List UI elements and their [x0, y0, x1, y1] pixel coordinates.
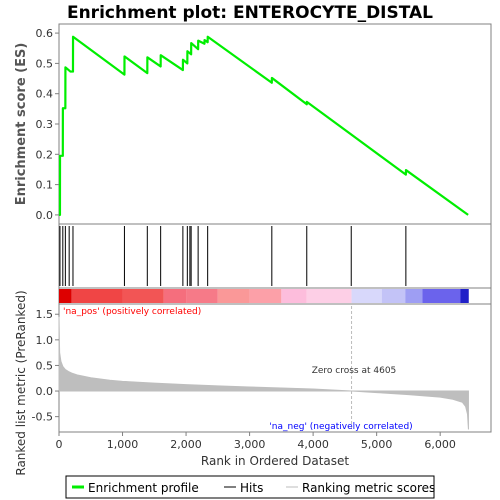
x-axis: 0 1,000 2,000 3,000 4,000 5,000 6,000	[56, 432, 456, 451]
x-tick-label-5: 5,000	[361, 438, 393, 451]
metric-tick-label-3: 1.0	[36, 334, 54, 347]
metric-tick-label-2: 0.5	[36, 359, 54, 372]
x-tick-label-0: 0	[56, 438, 63, 451]
es-axis: 0.0 0.1 0.2 0.3 0.4 0.5 0.6	[36, 27, 59, 222]
x-tick-label-4: 4,000	[297, 438, 329, 451]
hits-panel	[58, 223, 492, 289]
legend-es-label: Enrichment profile	[88, 481, 199, 495]
neg-annotation: 'na_neg' (negatively correlated)	[269, 422, 412, 432]
chart-title: Enrichment plot: ENTEROCYTE_DISTAL	[67, 3, 433, 23]
legend-hits-label: Hits	[240, 481, 263, 495]
heatmap-block-1	[71, 289, 123, 303]
legend-box	[65, 475, 435, 499]
ranking-metric-area	[58, 306, 469, 430]
es-tick-label-2: 0.2	[36, 148, 54, 161]
es-tick-label-0: 0.0	[36, 209, 54, 222]
heatmap-block-0	[59, 289, 72, 303]
es-axis-label: Enrichment score (ES)	[14, 43, 29, 206]
heatmap-block-8	[306, 289, 352, 303]
heatmap-block-7	[281, 289, 307, 303]
heatmap-block-2	[122, 289, 164, 303]
x-tick-label-6: 6,000	[424, 438, 456, 451]
x-tick-label-1: 1,000	[107, 438, 139, 451]
hit-markers	[59, 226, 407, 286]
heatmap-block-12	[422, 289, 461, 303]
heatmap-block-9	[351, 289, 382, 303]
ranking-heatmap	[59, 289, 469, 303]
heatmap-block-3	[163, 289, 187, 303]
x-tick-label-2: 2,000	[170, 438, 202, 451]
zero-cross-annotation: Zero cross at 4605	[312, 366, 397, 376]
x-tick-label-3: 3,000	[234, 438, 266, 451]
metric-tick-label-1: 0.0	[36, 385, 54, 398]
es-tick-label-3: 0.3	[36, 118, 54, 131]
heatmap-block-4	[186, 289, 218, 303]
heatmap-block-10	[381, 289, 406, 303]
metric-panel	[58, 303, 492, 433]
es-tick-label-6: 0.6	[36, 27, 54, 40]
es-tick-label-4: 0.4	[36, 88, 54, 101]
metric-tick-label-0: -0.5	[32, 411, 53, 424]
legend: Enrichment profile Hits Ranking metric s…	[65, 475, 435, 499]
es-panel	[58, 23, 492, 225]
enrichment-profile	[58, 35, 469, 217]
pos-annotation: 'na_pos' (positively correlated)	[63, 307, 201, 317]
legend-metric-label: Ranking metric scores	[302, 481, 435, 495]
enrichment-profile-line	[58, 35, 469, 217]
heatmap-block-11	[405, 289, 423, 303]
heatmap-block-13	[460, 289, 469, 303]
metric-axis: -0.5 0.0 0.5 1.0 1.5	[32, 308, 59, 424]
heatmap-block-6	[249, 289, 282, 303]
x-axis-label: Rank in Ordered Dataset	[201, 454, 349, 468]
es-tick-label-5: 0.5	[36, 57, 54, 70]
heatmap-block-5	[217, 289, 250, 303]
metric-tick-label-4: 1.5	[36, 308, 54, 321]
metric-axis-label: Ranked list metric (PreRanked)	[14, 290, 28, 475]
es-tick-label-1: 0.1	[36, 179, 54, 192]
ranking-metric-series	[58, 316, 469, 430]
